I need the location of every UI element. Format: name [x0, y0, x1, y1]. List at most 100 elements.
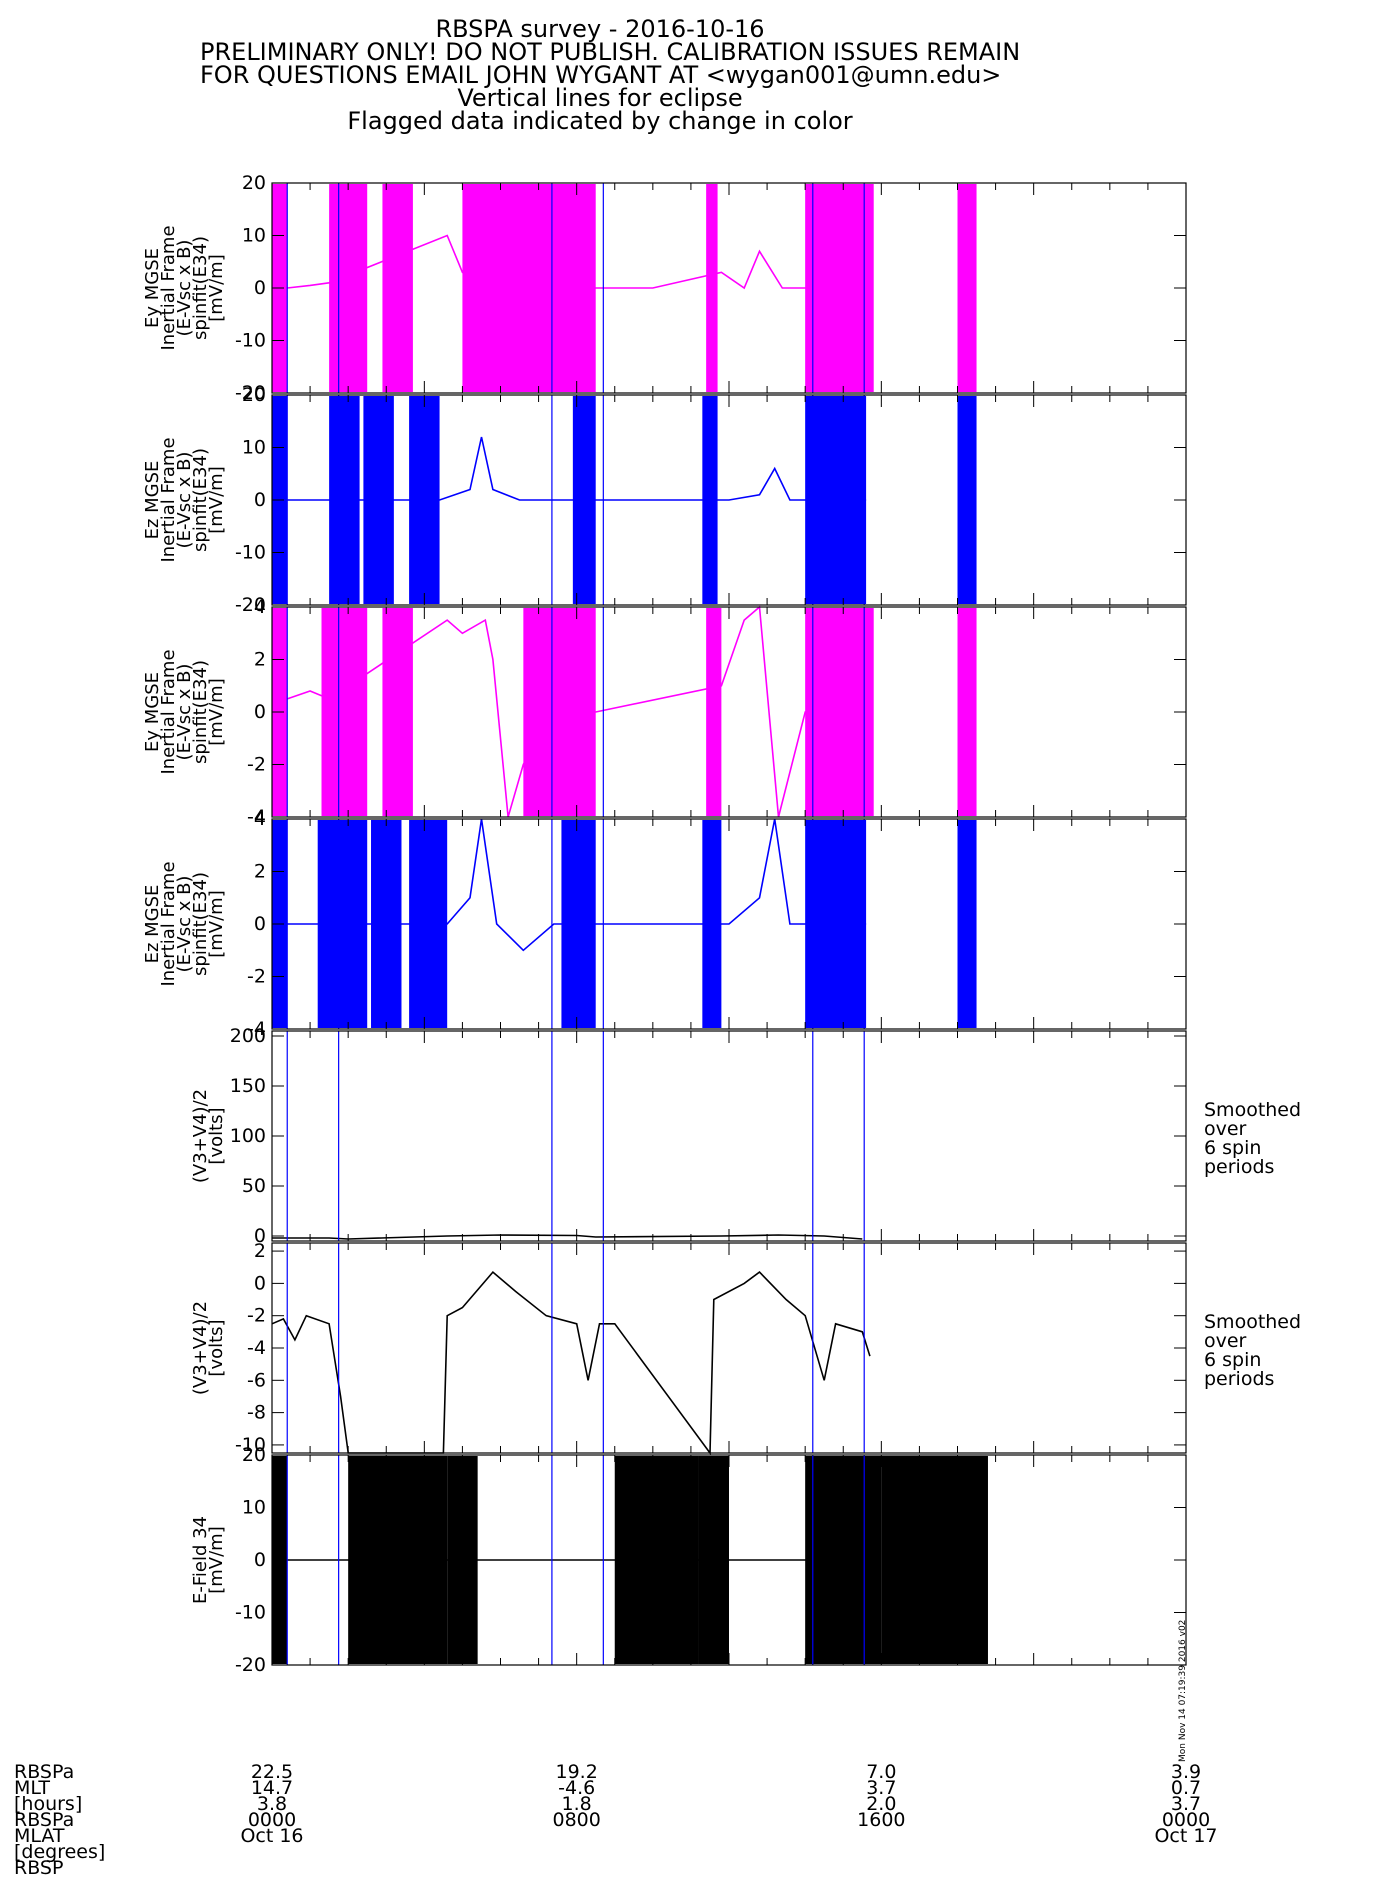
panel-e34: -20 -10 0 10 20 E-Field 34[mV/m]: [190, 1444, 1187, 1676]
panel-note: over: [1204, 1330, 1247, 1352]
y-tick-label: -4: [247, 806, 266, 828]
y-tick-label: 10: [242, 1497, 266, 1519]
data-series: [271, 1270, 871, 1456]
y-axis-label-line: Inertial Frame: [158, 225, 179, 350]
footer-value: 22.5: [251, 1761, 293, 1783]
footer-value: 3.7: [1171, 1793, 1201, 1815]
footer-value: 14.7: [251, 1777, 293, 1799]
y-tick-label: 100: [230, 1125, 266, 1147]
y-tick-label: -2: [247, 966, 266, 988]
data-burst: [321, 608, 368, 816]
data-burst: [462, 184, 596, 392]
y-tick-label: 4: [254, 596, 266, 618]
y-axis-label-line: (E-Vsc x B): [174, 240, 195, 337]
y-axis-label-line: (V3+V4)/2: [190, 1089, 211, 1183]
footer-label: MLAT: [14, 1825, 65, 1847]
y-tick-label: -4: [247, 1337, 266, 1359]
footer-value: 0800: [552, 1809, 600, 1831]
y-axis-label-line: (E-Vsc x B): [174, 452, 195, 549]
y-tick-label: -2: [247, 1305, 266, 1327]
panel-note: periods: [1204, 1156, 1274, 1178]
y-axis-label-line: E-Field 34: [190, 1516, 211, 1604]
panel-note: Smoothed: [1204, 1311, 1301, 1333]
panel-note: over: [1204, 1118, 1247, 1140]
y-axis-label-line: (V3+V4)/2: [190, 1301, 211, 1395]
y-axis-label-line: Ez MGSE: [142, 461, 163, 540]
y-tick-label: 150: [230, 1075, 266, 1097]
data-burst: [329, 184, 368, 392]
y-axis-label-line: [mV/m]: [206, 678, 227, 746]
footer-value: 3.9: [1171, 1761, 1201, 1783]
y-tick-label: -10: [235, 1602, 266, 1624]
flag-note: Flagged data indicated by change in colo…: [347, 107, 853, 135]
data-series: [287, 818, 867, 952]
y-tick-label: 2: [254, 861, 266, 883]
y-tick-label: -10: [235, 1434, 266, 1456]
panel-v34a: 0 50 100 150 200 (V3+V4)/2[volts] Smoothedover…: [190, 1025, 1301, 1247]
footer-value: -4.6: [558, 1777, 595, 1799]
footer-value: 3.8: [257, 1793, 287, 1815]
y-tick-label: 0: [254, 1225, 266, 1247]
eclipse-note: Vertical lines for eclipse: [457, 84, 743, 112]
footer-value: 0000: [1162, 1809, 1210, 1831]
y-tick-label: 2: [254, 1240, 266, 1262]
y-tick-label: 200: [230, 1025, 266, 1047]
data-series: [287, 436, 867, 501]
y-axis-label-line: (E-Vsc x B): [174, 664, 195, 761]
data-series: [287, 234, 867, 327]
y-axis-label-line: spinfit(E34): [190, 872, 211, 976]
title-block: RBSPA survey - 2016-10-16 PRELIMINARY ON…: [200, 15, 1020, 135]
data-burst: [706, 184, 718, 392]
y-axis-label-line: Inertial Frame: [158, 861, 179, 986]
y-axis-label-line: Inertial Frame: [158, 649, 179, 774]
data-series: [272, 1234, 863, 1240]
footer-label: [hours]: [14, 1793, 83, 1815]
y-tick-label: 4: [254, 808, 266, 830]
footer-value: 3.7: [866, 1777, 896, 1799]
data-burst: [706, 608, 722, 816]
chart-title: RBSPA survey - 2016-10-16: [435, 15, 765, 43]
y-tick-label: -8: [247, 1402, 266, 1424]
y-tick-label: -20: [235, 594, 266, 616]
y-tick-label: 0: [254, 913, 266, 935]
data-burst: [382, 608, 413, 816]
footer-label-column: RBSPa MLT [hours] RBSPa MLAT [degrees] R…: [14, 1763, 106, 1879]
y-axis-label: E-Field 34[mV/m]: [190, 1516, 227, 1604]
footer-label: [degrees]: [14, 1841, 106, 1863]
y-axis-label-line: Ey MGSE: [142, 248, 163, 328]
y-tick-label: -10: [235, 542, 266, 564]
panel-note: periods: [1204, 1368, 1274, 1390]
data-burst: [881, 1456, 988, 1664]
footer-value: Oct 17: [1154, 1825, 1217, 1847]
y-tick-label: -10: [235, 330, 266, 352]
y-tick-label: -4: [247, 1018, 266, 1040]
data-burst: [382, 184, 413, 392]
y-tick-label: 0: [254, 489, 266, 511]
panel-frame: [271, 1242, 1187, 1454]
y-axis-label-line: (E-Vsc x B): [174, 876, 195, 973]
data-burst: [957, 608, 977, 816]
footer-label: RBSP: [14, 1857, 64, 1879]
y-tick-label: 0: [254, 1272, 266, 1294]
footer-value: 0.7: [1171, 1777, 1201, 1799]
y-axis-label-line: [volts]: [206, 1107, 227, 1164]
y-axis-label-line: [volts]: [206, 1319, 227, 1376]
y-tick-label: 10: [242, 225, 266, 247]
footer-value: 1.8: [562, 1793, 592, 1815]
footer-label: RBSPa: [14, 1809, 75, 1831]
footer-value: 19.2: [556, 1761, 598, 1783]
y-tick-label: -6: [247, 1369, 266, 1391]
warning-line-2: FOR QUESTIONS EMAIL JOHN WYGANT AT <wyga…: [200, 61, 1002, 89]
y-tick-label: 20: [242, 1444, 266, 1466]
y-axis-label: (V3+V4)/2[volts]: [190, 1089, 227, 1183]
y-axis-label-line: Inertial Frame: [158, 437, 179, 562]
y-tick-label: -20: [235, 1654, 266, 1676]
data-burst: [957, 396, 977, 604]
footer-label: MLT: [14, 1777, 50, 1799]
